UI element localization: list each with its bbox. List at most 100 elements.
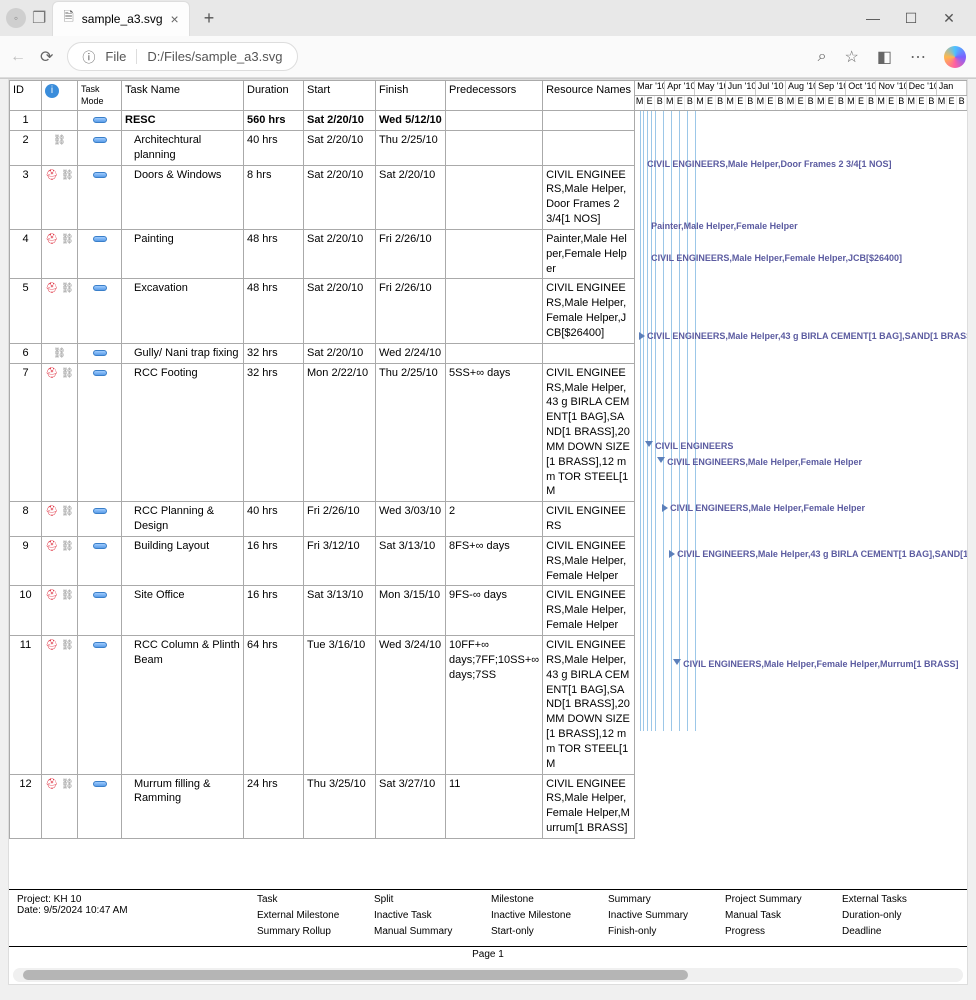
table-row[interactable]: 9⛑ ⛓Building Layout16 hrsFri 3/12/10Sat … <box>10 536 635 586</box>
cell-res: CIVIL ENGINEERS <box>543 502 635 537</box>
sub-cell: E <box>856 96 866 110</box>
table-row[interactable]: 12⛑ ⛓Murrum filling & Ramming24 hrsThu 3… <box>10 774 635 838</box>
sub-cell: B <box>746 96 756 110</box>
more-icon[interactable]: ⋯ <box>910 47 926 67</box>
table-row[interactable]: 11⛑ ⛓RCC Column & Plinth Beam64 hrsTue 3… <box>10 636 635 775</box>
task-mode-icon <box>93 781 107 787</box>
month-cell: Mar '10 <box>635 81 665 95</box>
link-icon: ⛓ <box>61 234 74 245</box>
table-row[interactable]: 7⛑ ⛓RCC Footing32 hrsMon 2/22/10Thu 2/25… <box>10 363 635 502</box>
date-label: Date: 9/5/2024 10:47 AM <box>17 905 257 916</box>
gantt-label: CIVIL ENGINEERS,Male Helper,Female Helpe… <box>670 503 865 513</box>
table-row[interactable]: 6⛓Gully/ Nani trap fixing32 hrsSat 2/20/… <box>10 343 635 363</box>
maximize-button[interactable]: ☐ <box>904 11 918 25</box>
gantt-label: CIVIL ENGINEERS,Male Helper,Female Helpe… <box>667 457 862 467</box>
cell-pred <box>446 111 543 131</box>
sub-cell: B <box>655 96 665 110</box>
cell-name: Building Layout <box>122 536 244 586</box>
close-tab-icon[interactable]: × <box>171 11 179 27</box>
gantt-gridline <box>643 111 644 731</box>
person-icon: ⛑ <box>45 779 58 790</box>
page-number: Page 1 <box>9 947 967 966</box>
url-text: D:/Files/sample_a3.svg <box>147 49 282 64</box>
cell-name: Excavation <box>122 279 244 343</box>
table-row[interactable]: 2⛓Architechtural planning40 hrsSat 2/20/… <box>10 130 635 165</box>
cell-id: 8 <box>10 502 42 537</box>
url-pill[interactable]: ⓘ File D:/Files/sample_a3.svg <box>67 42 297 71</box>
cell-duration: 16 hrs <box>244 536 304 586</box>
cell-name: Painting <box>122 229 244 279</box>
favorite-icon[interactable]: ☆ <box>845 47 859 67</box>
workspaces-icon[interactable]: ❐ <box>32 8 46 28</box>
refresh-button[interactable]: ⟳ <box>40 47 53 67</box>
address-bar: ← ⟳ ⓘ File D:/Files/sample_a3.svg ⌕ ☆ ◧ … <box>0 36 976 78</box>
link-icon: ⛓ <box>61 541 74 552</box>
horizontal-scrollbar[interactable] <box>13 968 963 982</box>
scrollbar-thumb[interactable] <box>23 970 688 980</box>
sub-cell: M <box>665 96 675 110</box>
table-row[interactable]: 3⛑ ⛓Doors & Windows8 hrsSat 2/20/10Sat 2… <box>10 165 635 229</box>
copilot-icon[interactable] <box>944 46 966 68</box>
cell-id: 12 <box>10 774 42 838</box>
table-row[interactable]: 4⛑ ⛓Painting48 hrsSat 2/20/10Fri 2/26/10… <box>10 229 635 279</box>
back-button[interactable]: ← <box>10 48 26 66</box>
cell-start: Sat 2/20/10 <box>304 343 376 363</box>
cell-duration: 48 hrs <box>244 279 304 343</box>
table-row[interactable]: 10⛑ ⛓Site Office16 hrsSat 3/13/10Mon 3/1… <box>10 586 635 636</box>
info-header-icon: i <box>45 84 59 98</box>
zoom-icon[interactable]: ⌕ <box>818 48 827 66</box>
cell-info: ⛓ <box>42 343 78 363</box>
cell-finish: Fri 2/26/10 <box>376 279 446 343</box>
month-cell: Jan <box>937 81 967 95</box>
new-tab-button[interactable]: + <box>196 8 223 29</box>
person-icon: ⛑ <box>45 506 58 517</box>
sub-cell: E <box>706 96 716 110</box>
cell-id: 6 <box>10 343 42 363</box>
cell-res: CIVIL ENGINEERS,Male Helper,Door Frames … <box>543 165 635 229</box>
cell-mode <box>78 636 122 775</box>
person-icon: ⛑ <box>45 170 58 181</box>
browser-tab[interactable]: 🗎 sample_a3.svg × <box>52 1 189 36</box>
cell-duration: 64 hrs <box>244 636 304 775</box>
gantt-gridline <box>647 111 648 731</box>
header-row: ID i Task Mode Task Name Duration Start … <box>10 81 635 111</box>
cell-res: CIVIL ENGINEERS,Male Helper,Female Helpe… <box>543 279 635 343</box>
sub-cell: M <box>846 96 856 110</box>
cell-start: Sat 2/20/10 <box>304 165 376 229</box>
gantt-label: CIVIL ENGINEERS <box>655 441 733 451</box>
cell-pred <box>446 130 543 165</box>
cell-info: ⛑ ⛓ <box>42 586 78 636</box>
sub-cell: M <box>726 96 736 110</box>
tab-bar: ◦ ❐ 🗎 sample_a3.svg × + — ☐ ✕ <box>0 0 976 36</box>
cell-info <box>42 111 78 131</box>
link-icon: ⛓ <box>61 590 74 601</box>
cell-mode <box>78 502 122 537</box>
legend-item: Start-only <box>491 926 608 942</box>
cell-finish: Thu 2/25/10 <box>376 130 446 165</box>
cell-duration: 16 hrs <box>244 586 304 636</box>
legend-item: Deadline <box>842 926 959 942</box>
cell-mode <box>78 229 122 279</box>
cell-mode <box>78 130 122 165</box>
col-info: i <box>42 81 78 111</box>
person-icon: ⛑ <box>45 283 58 294</box>
split-icon[interactable]: ◧ <box>877 47 892 67</box>
cell-finish: Wed 2/24/10 <box>376 343 446 363</box>
table-row[interactable]: 8⛑ ⛓RCC Planning & Design40 hrsFri 2/26/… <box>10 502 635 537</box>
col-finish: Finish <box>376 81 446 111</box>
window-controls: — ☐ ✕ <box>866 11 970 25</box>
close-button[interactable]: ✕ <box>942 11 956 25</box>
cell-start: Sat 2/20/10 <box>304 111 376 131</box>
info-icon: ⓘ <box>82 47 95 66</box>
cell-finish: Mon 3/15/10 <box>376 586 446 636</box>
table-row[interactable]: 1RESC560 hrsSat 2/20/10Wed 5/12/10 <box>10 111 635 131</box>
table-row[interactable]: 5⛑ ⛓Excavation48 hrsSat 2/20/10Fri 2/26/… <box>10 279 635 343</box>
profile-icon[interactable]: ◦ <box>6 8 26 28</box>
minimize-button[interactable]: — <box>866 11 880 25</box>
cell-info: ⛓ <box>42 130 78 165</box>
cell-start: Fri 3/12/10 <box>304 536 376 586</box>
legend-item: Inactive Milestone <box>491 910 608 926</box>
cell-pred: 10FF+∞ days;7FF;10SS+∞ days;7SS <box>446 636 543 775</box>
sub-cell: B <box>806 96 816 110</box>
task-mode-icon <box>93 350 107 356</box>
